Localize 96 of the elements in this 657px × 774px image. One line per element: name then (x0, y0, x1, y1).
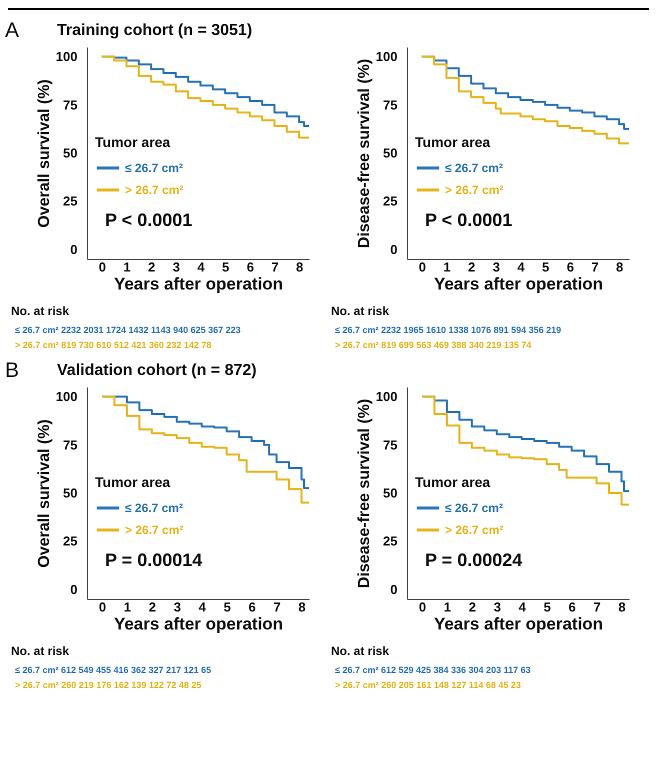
y-axis-title: Disease-free survival (%) (356, 398, 373, 588)
y-tick-label: 25 (63, 194, 78, 209)
y-tick-label: 50 (63, 486, 78, 500)
x-tick-label: 5 (544, 600, 551, 614)
x-tick-label: 3 (492, 260, 500, 274)
x-tick-label: 7 (593, 600, 601, 614)
x-tick-label: 0 (98, 260, 106, 274)
y-tick-label: 25 (63, 534, 78, 549)
text: ≤ 26.7 cm² 612 549 455 416 362 327 217 121 65 (15, 665, 212, 675)
legend-title: Tumor area (95, 474, 170, 490)
legend-label: ≤ 26.7 cm² (125, 161, 183, 176)
annotation: P = 0.00014 (105, 550, 202, 570)
text: A (5, 19, 20, 42)
x-tick-label: 0 (98, 600, 106, 614)
text: No. at risk (331, 644, 390, 658)
y-tick-label: 25 (383, 534, 398, 549)
x-tick-label: 1 (444, 600, 452, 614)
y-tick-label: 100 (376, 49, 398, 64)
x-tick-label: 4 (517, 260, 526, 274)
x-tick-label: 8 (618, 600, 626, 614)
y-axis-title: Overall survival (%) (36, 419, 53, 568)
x-tick-label: 0 (418, 600, 426, 614)
text: ≤ 26.7 cm² 612 529 425 384 336 304 203 117 63 (335, 665, 531, 675)
x-tick-label: 2 (468, 600, 476, 614)
x-tick-label: 6 (566, 260, 574, 274)
legend-label: ≤ 26.7 cm² (445, 161, 503, 176)
x-tick-label: 6 (568, 600, 576, 614)
text: > 26.7 cm² 819 699 563 469 388 340 219 135 74 (335, 340, 532, 350)
chart-title: Validation cohort (n = 872) (57, 362, 257, 379)
annotation: P < 0.0001 (105, 210, 192, 230)
x-tick-label: 5 (542, 260, 550, 274)
y-axis-title: Overall survival (%) (36, 79, 53, 228)
x-tick-label: 1 (123, 260, 131, 274)
y-axis-title: Disease-free survival (%) (356, 58, 373, 248)
x-tick-label: 6 (248, 600, 256, 614)
x-tick-label: 4 (518, 600, 527, 614)
x-tick-label: 7 (271, 260, 279, 274)
x-tick-label: 3 (172, 260, 180, 274)
legend-label: ≤ 26.7 cm² (125, 501, 183, 516)
annotation: P = 0.00024 (425, 550, 522, 570)
text: > 26.7 cm² 260 219 176 162 139 122 72 48 25 (15, 680, 202, 690)
x-tick-label: 2 (468, 260, 476, 274)
x-tick-label: 5 (224, 600, 231, 614)
x-axis-title: Years after operation (114, 614, 284, 634)
x-tick-label: 3 (494, 600, 501, 614)
x-axis-title: Years after operation (434, 274, 604, 294)
x-tick-label: 1 (443, 260, 451, 274)
y-tick-label: 0 (70, 242, 78, 257)
x-axis-title: Years after operation (114, 274, 284, 294)
y-tick-label: 0 (390, 582, 398, 597)
x-tick-label: 7 (273, 600, 281, 614)
legend-label: ≤ 26.7 cm² (445, 501, 503, 516)
text: No. at risk (11, 304, 70, 318)
x-tick-label: 8 (616, 260, 624, 274)
text: No. at risk (11, 644, 70, 658)
text: ≤ 26.7 cm² 2232 1965 1610 1338 1076 891 594 356 219 (335, 325, 562, 335)
legend-title: Tumor area (95, 134, 170, 150)
x-tick-label: 4 (198, 600, 207, 614)
x-axis-title: Years after operation (434, 614, 604, 634)
legend-label: > 26.7 cm² (125, 523, 184, 538)
text: ≤ 26.7 cm² 2232 2031 1724 1432 1143 940 625 367 223 (15, 325, 241, 335)
y-tick-label: 75 (383, 97, 398, 112)
x-tick-label: 4 (197, 260, 206, 274)
legend-label: > 26.7 cm² (125, 183, 184, 198)
x-tick-label: 6 (246, 260, 254, 274)
y-tick-label: 75 (63, 437, 78, 452)
y-tick-label: 50 (63, 146, 78, 160)
legend-title: Tumor area (415, 134, 490, 150)
x-tick-label: 8 (298, 600, 306, 614)
y-tick-label: 50 (383, 146, 398, 160)
y-tick-label: 100 (56, 389, 78, 404)
chart-title: Training cohort (n = 3051) (57, 22, 252, 39)
x-tick-label: 2 (148, 600, 156, 614)
y-tick-label: 75 (383, 437, 398, 452)
legend-label: > 26.7 cm² (445, 183, 504, 198)
x-tick-label: 0 (418, 260, 426, 274)
y-tick-label: 0 (70, 582, 78, 597)
text: B (5, 359, 20, 382)
text: > 26.7 cm² 819 730 610 512 421 360 232 142 78 (15, 340, 212, 350)
y-tick-label: 25 (383, 194, 398, 209)
text: > 26.7 cm² 260 205 161 148 127 114 68 45 23 (335, 680, 521, 690)
y-tick-label: 75 (63, 97, 78, 112)
x-tick-label: 3 (174, 600, 181, 614)
text: No. at risk (331, 304, 390, 318)
y-tick-label: 100 (56, 49, 78, 64)
x-tick-label: 5 (222, 260, 230, 274)
x-tick-label: 1 (124, 600, 132, 614)
x-tick-label: 8 (296, 260, 304, 274)
y-tick-label: 100 (376, 389, 398, 404)
y-tick-label: 50 (383, 486, 398, 500)
annotation: P < 0.0001 (425, 210, 512, 230)
y-tick-label: 0 (390, 242, 398, 257)
x-tick-label: 2 (148, 260, 156, 274)
legend-label: > 26.7 cm² (445, 523, 504, 538)
legend-title: Tumor area (415, 474, 490, 490)
x-tick-label: 7 (591, 260, 599, 274)
